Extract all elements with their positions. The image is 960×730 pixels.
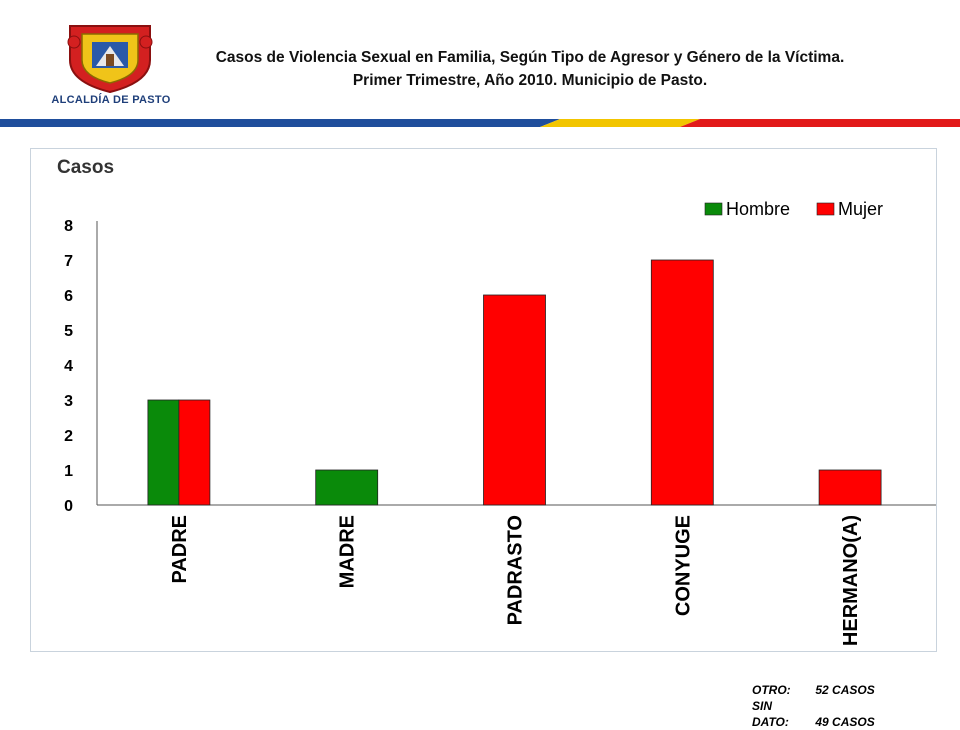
legend-label-mujer: Mujer <box>838 199 883 219</box>
bar-mujer <box>650 259 714 506</box>
bar-mujer <box>818 469 882 506</box>
bar-chart: Casos 0 1 2 3 4 5 6 7 8 PADRE MADRE PADRASTO CONYUGE H… <box>57 157 936 646</box>
y-axis-label: Casos <box>57 157 114 178</box>
legend-swatch-hombre <box>704 202 723 216</box>
legend-swatch-mujer <box>816 202 835 216</box>
x-tick-label: HERMANO(A) <box>840 515 862 646</box>
y-tick-label: 4 <box>64 358 73 375</box>
page-title: Casos de Violencia Sexual en Familia, Se… <box>180 46 880 92</box>
y-tick-label: 3 <box>64 393 73 410</box>
note-otro: OTRO: 52 CASOS <box>752 682 875 698</box>
note-sin-dato: SIN DATO: 49 CASOS <box>752 698 875 730</box>
logo-text: ALCALDÍA DE PASTO <box>51 94 171 106</box>
bar-mujer <box>178 399 211 506</box>
legend-label-hombre: Hombre <box>726 199 790 219</box>
alcaldia-logo: ALCALDÍA DE PASTO <box>40 20 180 115</box>
title-line-1: Casos de Violencia Sexual en Familia, Se… <box>215 49 845 66</box>
x-tick-label: CONYUGE <box>672 515 694 616</box>
bar-hombre <box>147 399 180 506</box>
stripe-yellow <box>540 119 700 127</box>
footnotes: OTRO: 52 CASOS SIN DATO: 49 CASOS <box>752 682 875 730</box>
x-tick-label: PADRASTO <box>505 515 527 625</box>
y-tick-label: 0 <box>64 498 73 515</box>
title-line-2: Primer Trimestre, Año 2010. Municipio de… <box>352 72 708 89</box>
stripe-blue <box>0 119 560 127</box>
stripe-red <box>680 119 960 127</box>
note-label: SIN DATO: <box>752 699 789 729</box>
note-value: 49 CASOS <box>815 715 875 729</box>
y-tick-label: 8 <box>64 218 73 235</box>
y-tick-label: 1 <box>64 463 73 480</box>
x-tick-label: PADRE <box>169 515 191 584</box>
bar-hombre <box>315 469 379 506</box>
chart-frame: Casos 0 1 2 3 4 5 6 7 8 PADRE MADRE PADRASTO CONYUGE H… <box>30 148 937 652</box>
bar-mujer <box>483 294 546 506</box>
note-value: 52 CASOS <box>815 683 875 697</box>
header-stripe <box>0 114 960 127</box>
y-tick-label: 2 <box>64 428 73 445</box>
x-tick-label: MADRE <box>337 515 359 588</box>
coat-of-arms-icon <box>67 25 153 94</box>
y-tick-label: 5 <box>64 323 73 340</box>
y-tick-label: 7 <box>64 253 73 270</box>
y-tick-label: 6 <box>64 288 73 305</box>
note-label: OTRO: <box>752 683 791 697</box>
